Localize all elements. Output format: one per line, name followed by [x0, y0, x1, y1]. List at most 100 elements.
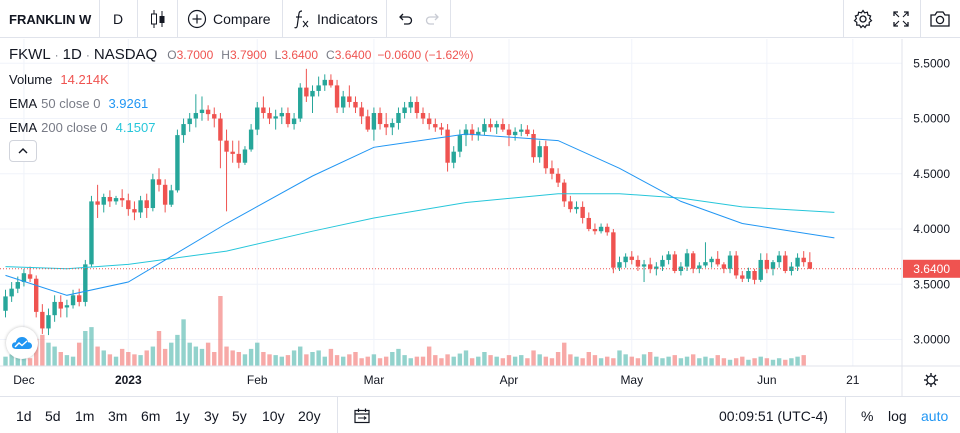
range-button-1d[interactable]: 1d	[16, 407, 32, 424]
y-tick-label: 5.5000	[913, 56, 950, 70]
compare-label: Compare	[213, 11, 271, 27]
range-button-6m[interactable]: 6m	[141, 407, 161, 424]
tradingview-logo[interactable]	[6, 327, 38, 359]
volume-bar	[476, 356, 481, 366]
ema50-value: 3.9261	[108, 96, 149, 111]
candle-body	[3, 296, 8, 311]
snapshot-button[interactable]	[929, 0, 951, 38]
candle-body	[482, 124, 487, 132]
gear-tooth	[925, 374, 929, 378]
volume-bar	[101, 350, 106, 366]
candle-body	[598, 226, 604, 232]
x-tick-label: Mar	[364, 373, 385, 387]
volume-bar	[107, 354, 113, 366]
redo-icon	[425, 13, 439, 25]
log-toggle[interactable]: log	[888, 407, 907, 424]
volume-bar	[396, 348, 401, 366]
volume-bar	[512, 356, 518, 366]
volume-bar	[230, 350, 235, 366]
symbol-search[interactable]: FRANKLIN W	[9, 11, 92, 27]
legend-ema50-row[interactable]: EMA 50 close 0 3.9261	[9, 96, 152, 111]
fullscreen-button[interactable]	[892, 0, 910, 38]
toolbar-divider	[920, 0, 921, 38]
candle-body	[371, 113, 377, 130]
candle-body	[506, 129, 512, 136]
chevron-up-icon	[18, 148, 28, 154]
settings-button[interactable]	[853, 0, 873, 38]
volume-bar	[746, 359, 751, 366]
camera-icon	[930, 11, 950, 27]
volume-bar	[537, 354, 542, 366]
volume-bar	[795, 356, 800, 366]
candle-body	[248, 129, 254, 150]
candle-body	[396, 113, 401, 123]
toolbar-divider	[450, 0, 451, 38]
fullscreen-icon	[893, 11, 909, 27]
volume-bar	[273, 355, 278, 366]
last-price-line: 3.6400	[0, 259, 960, 278]
range-button-5d[interactable]: 5d	[45, 407, 61, 424]
range-button-1m[interactable]: 1m	[75, 407, 95, 424]
volume-bar	[341, 356, 346, 366]
range-button-20y[interactable]: 20y	[298, 407, 321, 424]
range-button-3m[interactable]: 3m	[108, 407, 128, 424]
undo-button[interactable]	[396, 0, 414, 38]
candle-body	[230, 151, 235, 154]
range-button-5y[interactable]: 5y	[232, 407, 247, 424]
compare-button[interactable]: Compare	[187, 0, 271, 38]
candle-body	[580, 206, 585, 218]
volume-bar	[402, 355, 407, 366]
chart-type-button[interactable]	[150, 0, 166, 38]
candle-body	[574, 206, 579, 210]
candle-body	[543, 146, 549, 169]
close-label: C	[326, 48, 335, 62]
ema200-params: 200 close 0	[41, 120, 108, 135]
ema200-line	[5, 193, 835, 270]
y-tick-label: 4.0000	[913, 222, 950, 236]
candle-body	[457, 135, 463, 152]
volume-bar	[359, 358, 364, 366]
legend-volume-row[interactable]: Volume 14.214K	[9, 72, 113, 87]
interval-button[interactable]: D	[113, 11, 124, 27]
auto-toggle[interactable]: auto	[921, 407, 949, 424]
price-chart[interactable]: 3.6400 3.0000 3.5000 4.0000 4.5000 5.0000 5.5…	[0, 39, 960, 396]
date-range-picker-button[interactable]	[353, 397, 371, 433]
cloud-logo-icon	[12, 337, 32, 349]
legend-collapse-button[interactable]	[9, 140, 37, 162]
volume-bar	[752, 358, 757, 366]
candle-body	[58, 301, 63, 309]
candle-body	[224, 140, 229, 152]
candle-body	[9, 288, 14, 297]
candle-body	[193, 113, 199, 119]
volume-label: Volume	[9, 72, 53, 87]
range-button-1y[interactable]: 1y	[175, 407, 190, 424]
range-button-3y[interactable]: 3y	[204, 407, 219, 424]
volume-bar	[617, 350, 622, 366]
volume-bar	[138, 355, 143, 366]
timezone-clock[interactable]: 00:09:51 (UTC-4)	[719, 407, 828, 424]
range-button-10y[interactable]: 10y	[262, 407, 285, 424]
legend-ema200-row[interactable]: EMA 200 close 0 4.1507	[9, 120, 159, 135]
indicators-button[interactable]: Indicators	[293, 0, 378, 38]
volume-bar	[568, 354, 573, 366]
candle-body	[654, 266, 659, 269]
candle-body	[291, 118, 297, 125]
volume-bar	[9, 354, 14, 366]
candle-body	[770, 262, 776, 269]
volume-bar	[776, 358, 782, 366]
candle-body	[635, 259, 641, 267]
candlesticks	[3, 68, 813, 336]
percent-toggle[interactable]: %	[861, 407, 874, 424]
candle-body	[660, 259, 665, 267]
gear-tooth	[933, 374, 937, 378]
volume-bar	[605, 356, 610, 366]
ema50-params: 50 close 0	[41, 96, 101, 111]
volume-bar	[660, 358, 665, 366]
volume-bar	[758, 356, 763, 366]
candle-body	[377, 113, 383, 125]
redo-button[interactable]	[424, 0, 442, 38]
legend-symbol-row: FKWL · 1D · NASDAQ O 3.7000 H 3.7900 L 3…	[9, 46, 474, 63]
candle-body	[298, 87, 303, 119]
candle-body	[703, 262, 708, 266]
candle-body	[365, 116, 370, 130]
